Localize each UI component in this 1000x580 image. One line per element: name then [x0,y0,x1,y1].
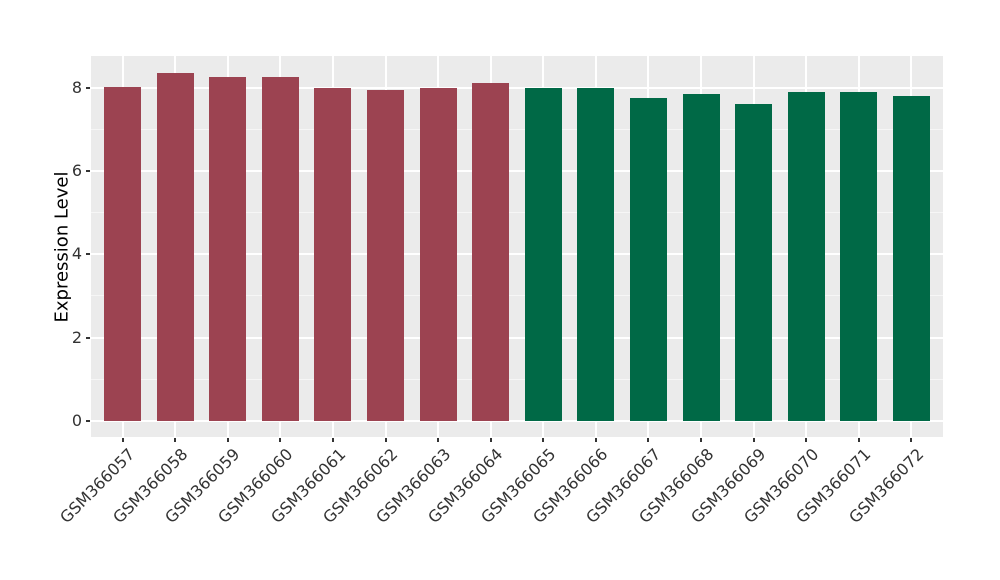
bar [156,73,194,421]
gridline-major-horizontal [91,419,943,422]
y-tick-mark [86,87,90,90]
y-tick-mark [86,336,90,339]
x-tick-mark [226,438,229,442]
bar [104,87,142,421]
x-tick-mark [121,438,124,442]
x-tick-mark [752,438,755,442]
gridline-minor-horizontal [91,378,943,380]
gridline-minor-horizontal [91,212,943,214]
bar [524,88,562,421]
bar [840,91,878,421]
gridline-minor-horizontal [91,129,943,131]
x-tick-mark [805,438,808,442]
bar [209,76,247,421]
y-tick-mark [86,253,90,256]
bar [577,88,615,421]
x-tick-mark [437,438,440,442]
bar [367,89,405,421]
y-tick-label: 2 [71,327,82,347]
y-tick-mark [86,419,90,422]
bar [419,87,457,421]
y-tick-label: 8 [71,78,82,98]
x-tick-mark [910,438,913,442]
x-tick-mark [489,438,492,442]
gridline-major-horizontal [91,170,943,173]
x-tick-mark [594,438,597,442]
y-tick-label: 0 [71,410,82,430]
x-tick-mark [647,438,650,442]
y-tick-label: 4 [71,244,82,264]
gridline-major-horizontal [91,253,943,256]
bar [735,103,773,421]
x-tick-mark [384,438,387,442]
gridline-minor-horizontal [91,295,943,297]
bar [892,96,930,421]
x-tick-mark [279,438,282,442]
bar [472,83,510,421]
bar [787,91,825,421]
y-tick-label: 6 [71,161,82,181]
bar [629,97,667,421]
x-tick-mark [857,438,860,442]
x-tick-mark [700,438,703,442]
gridline-major-horizontal [91,87,943,90]
gridline-major-horizontal [91,336,943,339]
x-tick-mark [331,438,334,442]
bar [261,77,299,421]
y-tick-mark [86,170,90,173]
x-tick-mark [542,438,545,442]
bar [682,93,720,421]
plot-panel [91,56,943,437]
x-tick-mark [174,438,177,442]
bar [314,88,352,421]
